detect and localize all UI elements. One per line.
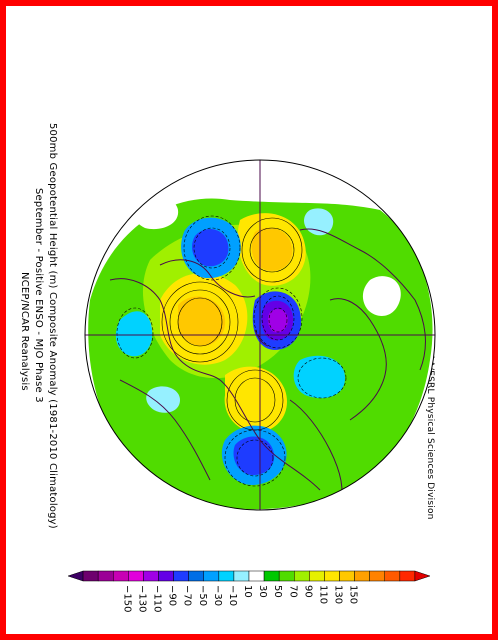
colorbar-tick-label: −50 [197,585,208,606]
colorbar-cell [263,570,280,582]
colorbar-cell [203,570,220,582]
colorbar-cell [369,570,385,582]
colorbar-tick-label: −70 [182,585,193,606]
colorbar-cell [248,570,265,582]
colorbar-cell [233,570,250,582]
colorbar-cell [218,570,235,582]
colorbar-tick-label: −110 [152,585,163,612]
colorbar-cell [113,570,129,582]
colorbar-tick-label: −130 [136,585,147,612]
colorbar-cell [158,570,174,582]
colorbar-cell [384,570,401,582]
colorbar-cell [339,570,355,582]
colorbar-cell [173,570,189,582]
colorbar-tick-label: −90 [167,585,178,606]
colorbar-cell [143,570,159,582]
colorbar-tick-label: −10 [227,585,238,606]
contour-lines [116,215,347,487]
colorbar-tick-label: −150 [121,585,132,612]
colorbar-cells [67,570,431,582]
colorbar-tick-label: 110 [317,585,328,604]
colorbar-ticks: −150 −130 −110 −90 −70 −50 −30 −10 10 30 50 70 90 110… [121,585,358,612]
map-boundary [84,159,436,511]
colorbar-tick-label: 150 [348,585,359,604]
colorbar-tick-label: 70 [287,585,298,598]
colorbar-cell [82,570,99,582]
colorbar-cell [414,570,431,582]
colorbar-cell [128,570,144,582]
colorbar-tick-label: 90 [302,585,313,598]
colorbar-tick-label: 50 [272,585,283,598]
colorbar-tick-label: 10 [242,585,253,598]
colorbar-cell [324,570,340,582]
colorbar-cell [294,570,310,582]
colorbar-cell [309,570,325,582]
colorbar-cell [399,570,416,582]
colorbar-cell [97,570,114,582]
colorbar-tick-label: −30 [212,585,223,606]
colorbar-cell [188,570,205,582]
colorbar-tick-label: 30 [257,585,268,598]
colorbar-cell [67,570,84,582]
colorbar-cell [354,570,370,582]
colorbar-tick-label: 130 [333,585,344,604]
colorbar-cell [278,570,295,582]
